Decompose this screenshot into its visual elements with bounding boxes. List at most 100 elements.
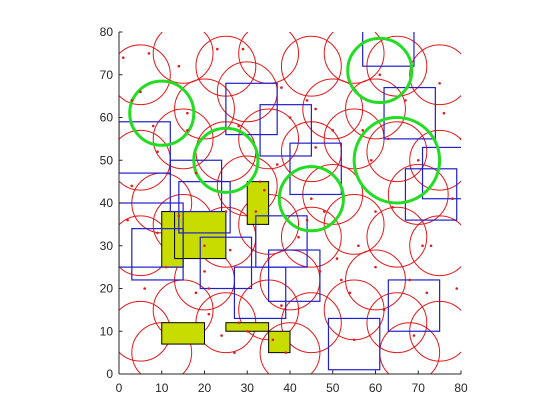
data-point xyxy=(305,99,309,102)
blue-rect xyxy=(327,317,381,371)
filled-rect xyxy=(246,181,270,225)
data-point xyxy=(305,218,309,222)
data-point xyxy=(186,111,189,115)
data-point xyxy=(459,137,461,141)
data-point xyxy=(374,265,377,269)
data-point xyxy=(186,129,189,132)
data-point xyxy=(245,329,249,333)
blue-rect xyxy=(383,86,436,140)
data-point xyxy=(314,107,317,111)
blue-rect xyxy=(387,279,441,332)
data-point xyxy=(387,137,390,141)
data-point xyxy=(216,47,219,51)
data-point xyxy=(263,188,266,192)
x-tick-label: 30 xyxy=(241,381,255,395)
green-circle xyxy=(346,36,414,105)
data-layer xyxy=(119,32,461,374)
data-point xyxy=(207,287,211,290)
x-tick-label: 40 xyxy=(283,381,297,395)
data-point xyxy=(194,171,198,175)
blue-rect xyxy=(362,32,415,67)
data-point xyxy=(318,270,322,273)
y-tick-label: 80 xyxy=(100,25,114,39)
data-point xyxy=(147,52,151,55)
x-tick-label: 10 xyxy=(155,381,169,395)
data-point xyxy=(331,129,335,132)
data-point xyxy=(267,257,270,260)
x-tick-label: 80 xyxy=(454,381,468,395)
data-point xyxy=(207,312,211,316)
data-point xyxy=(126,218,129,222)
filled-rect xyxy=(161,322,205,345)
y-tick-label: 30 xyxy=(100,239,114,253)
data-point xyxy=(421,244,424,248)
data-point xyxy=(156,231,159,235)
axes: 0 10 20 30 40 50 60 70 80 0 10 20 30 40 50 60 70 80 xyxy=(100,25,468,395)
blue-rect xyxy=(289,142,342,196)
data-point xyxy=(335,257,339,260)
red-circle xyxy=(302,78,364,140)
data-point xyxy=(228,248,232,252)
y-tick-label: 10 xyxy=(100,324,114,338)
y-tick-label: 20 xyxy=(100,282,114,296)
data-point xyxy=(348,291,352,295)
green-circle xyxy=(192,126,260,194)
y-tick-label: 60 xyxy=(100,111,114,125)
blue-rect xyxy=(119,121,171,174)
data-point xyxy=(322,210,326,213)
red-circle xyxy=(323,32,385,84)
data-point xyxy=(177,64,181,68)
data-point xyxy=(451,197,454,201)
data-point xyxy=(143,287,146,290)
data-point xyxy=(156,150,159,153)
blue-rect xyxy=(259,104,312,157)
data-point xyxy=(357,244,360,248)
data-point xyxy=(203,270,206,273)
y-tick-label: 50 xyxy=(100,153,114,167)
red-circle xyxy=(409,44,461,106)
data-point xyxy=(297,235,300,239)
red-circle xyxy=(259,322,321,374)
blue-rect xyxy=(225,82,278,136)
red-circle xyxy=(152,108,214,170)
data-point xyxy=(280,86,283,89)
data-point xyxy=(412,334,416,337)
data-point xyxy=(203,244,206,248)
green-circle xyxy=(128,79,196,147)
data-point xyxy=(352,338,356,342)
blue-rect xyxy=(178,181,231,234)
red-circle xyxy=(387,164,449,225)
data-point xyxy=(361,129,364,132)
data-point xyxy=(404,99,407,102)
data-point xyxy=(224,210,228,213)
data-point xyxy=(314,146,317,149)
red-circle xyxy=(174,78,235,140)
blue-rect xyxy=(255,215,308,268)
blue-rect xyxy=(268,249,321,302)
data-point xyxy=(271,338,275,342)
data-point xyxy=(438,82,441,85)
green-circle xyxy=(277,165,345,233)
data-point xyxy=(425,291,429,295)
data-point xyxy=(194,291,198,295)
data-point xyxy=(310,197,313,201)
data-point xyxy=(391,205,394,209)
data-point xyxy=(130,99,134,102)
data-point xyxy=(378,73,382,77)
red-circle xyxy=(238,32,300,84)
red-circle xyxy=(280,206,342,268)
data-point xyxy=(284,351,288,354)
blue-rect xyxy=(404,168,458,221)
data-point xyxy=(288,116,292,119)
data-point xyxy=(254,210,258,213)
data-point xyxy=(130,184,134,188)
red-circle xyxy=(119,44,171,106)
filled-rect xyxy=(268,330,291,354)
x-tick-label: 50 xyxy=(326,381,340,395)
data-point xyxy=(241,47,245,51)
data-point xyxy=(408,278,412,282)
x-tick-label: 0 xyxy=(116,381,123,395)
y-tick-label: 70 xyxy=(100,68,114,82)
x-tick-label: 60 xyxy=(369,381,383,395)
